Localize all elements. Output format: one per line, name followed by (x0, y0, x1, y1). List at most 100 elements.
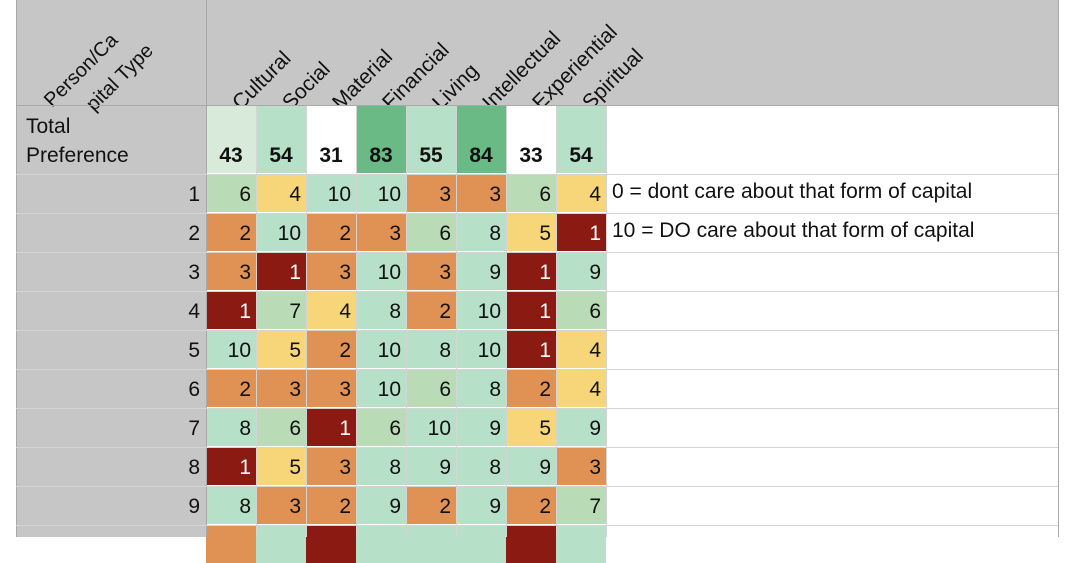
total-cell[interactable]: 54 (556, 105, 606, 173)
grid-cell[interactable]: 6 (256, 408, 306, 446)
grid-cell[interactable]: 1 (506, 330, 556, 368)
grid-cell[interactable]: 8 (406, 330, 456, 368)
grid-cell[interactable]: 4 (556, 369, 606, 407)
grid-cell[interactable]: 1 (556, 213, 606, 251)
grid-cell-partial (306, 525, 356, 563)
grid-line-vertical (16, 0, 17, 537)
grid-cell[interactable]: 8 (206, 486, 256, 524)
grid-cell[interactable]: 1 (206, 447, 256, 485)
total-cell[interactable]: 55 (406, 105, 456, 173)
grid-line-vertical (506, 105, 507, 537)
grid-cell[interactable]: 4 (306, 291, 356, 329)
left-margin (0, 0, 16, 537)
grid-cell[interactable]: 4 (256, 174, 306, 212)
grid-cell[interactable]: 3 (456, 174, 506, 212)
grid-cell[interactable]: 2 (306, 330, 356, 368)
grid-cell[interactable]: 8 (456, 369, 506, 407)
grid-cell[interactable]: 10 (256, 213, 306, 251)
grid-cell[interactable]: 9 (456, 408, 506, 446)
grid-cell[interactable]: 10 (406, 408, 456, 446)
grid-cell[interactable]: 9 (356, 486, 406, 524)
grid-cell[interactable]: 4 (556, 174, 606, 212)
grid-cell[interactable]: 3 (256, 369, 306, 407)
grid-cell[interactable]: 9 (506, 447, 556, 485)
grid-cell[interactable]: 10 (306, 174, 356, 212)
grid-cell[interactable]: 6 (406, 213, 456, 251)
grid-cell[interactable]: 10 (206, 330, 256, 368)
grid-cell[interactable]: 3 (306, 252, 356, 290)
header-row (16, 0, 1058, 105)
grid-line-horizontal (16, 408, 1058, 409)
total-cell[interactable]: 54 (256, 105, 306, 173)
grid-cell[interactable]: 1 (256, 252, 306, 290)
grid-cell[interactable]: 10 (356, 330, 406, 368)
grid-cell[interactable]: 2 (306, 213, 356, 251)
grid-line-vertical (556, 105, 557, 537)
grid-cell[interactable]: 6 (506, 174, 556, 212)
grid-cell[interactable]: 9 (556, 252, 606, 290)
grid-cell[interactable]: 6 (556, 291, 606, 329)
grid-cell[interactable]: 4 (556, 330, 606, 368)
grid-cell[interactable]: 8 (356, 447, 406, 485)
grid-cell[interactable]: 2 (206, 213, 256, 251)
grid-cell[interactable]: 7 (556, 486, 606, 524)
grid-cell[interactable]: 5 (256, 330, 306, 368)
grid-cell[interactable]: 10 (456, 291, 506, 329)
row-number: 6 (188, 378, 200, 401)
row-number: 9 (188, 495, 200, 518)
grid-cell[interactable]: 10 (356, 252, 406, 290)
grid-line-horizontal (16, 447, 1058, 448)
total-preference-label: Total Preference (26, 112, 129, 170)
grid-cell[interactable]: 2 (306, 486, 356, 524)
grid-cell[interactable]: 1 (506, 252, 556, 290)
grid-cell[interactable]: 3 (306, 447, 356, 485)
grid-cell[interactable]: 1 (206, 291, 256, 329)
grid-cell[interactable]: 3 (206, 252, 256, 290)
total-label-line2: Preference (26, 144, 129, 167)
grid-cell-partial (506, 525, 556, 563)
total-label-line1: Total (26, 115, 71, 138)
grid-cell[interactable]: 10 (456, 330, 506, 368)
grid-cell[interactable]: 3 (406, 174, 456, 212)
grid-cell[interactable]: 8 (456, 213, 506, 251)
grid-cell[interactable]: 9 (406, 447, 456, 485)
total-cell[interactable]: 33 (506, 105, 556, 173)
grid-cell[interactable]: 2 (406, 291, 456, 329)
row-header-column (16, 105, 206, 537)
grid-cell-partial (206, 525, 256, 563)
total-cell[interactable]: 83 (356, 105, 406, 173)
grid-cell[interactable]: 9 (556, 408, 606, 446)
grid-cell[interactable]: 1 (306, 408, 356, 446)
grid-cell[interactable]: 5 (506, 213, 556, 251)
grid-cell[interactable]: 2 (506, 369, 556, 407)
grid-line-horizontal (16, 486, 1058, 487)
grid-cell[interactable]: 9 (456, 486, 506, 524)
grid-cell[interactable]: 6 (206, 174, 256, 212)
grid-cell[interactable]: 8 (456, 447, 506, 485)
grid-cell[interactable]: 5 (506, 408, 556, 446)
grid-cell[interactable]: 7 (256, 291, 306, 329)
total-cell[interactable]: 84 (456, 105, 506, 173)
grid-cell[interactable]: 9 (456, 252, 506, 290)
grid-cell[interactable]: 8 (356, 291, 406, 329)
grid-line-vertical (406, 105, 407, 537)
grid-cell[interactable]: 10 (356, 174, 406, 212)
grid-cell[interactable]: 3 (256, 486, 306, 524)
total-cell[interactable]: 31 (306, 105, 356, 173)
grid-cell[interactable]: 3 (356, 213, 406, 251)
grid-cell[interactable]: 2 (406, 486, 456, 524)
total-cell[interactable]: 43 (206, 105, 256, 173)
grid-cell[interactable]: 6 (406, 369, 456, 407)
grid-cell[interactable]: 3 (306, 369, 356, 407)
grid-line-horizontal (16, 525, 1058, 526)
grid-cell[interactable]: 1 (506, 291, 556, 329)
grid-cell[interactable]: 3 (406, 252, 456, 290)
grid-cell[interactable]: 10 (356, 369, 406, 407)
grid-cell[interactable]: 8 (206, 408, 256, 446)
grid-cell[interactable]: 5 (256, 447, 306, 485)
grid-cell[interactable]: 2 (506, 486, 556, 524)
grid-cell[interactable]: 6 (356, 408, 406, 446)
grid-cell[interactable]: 2 (206, 369, 256, 407)
notes-area (606, 105, 1058, 537)
grid-cell[interactable]: 3 (556, 447, 606, 485)
